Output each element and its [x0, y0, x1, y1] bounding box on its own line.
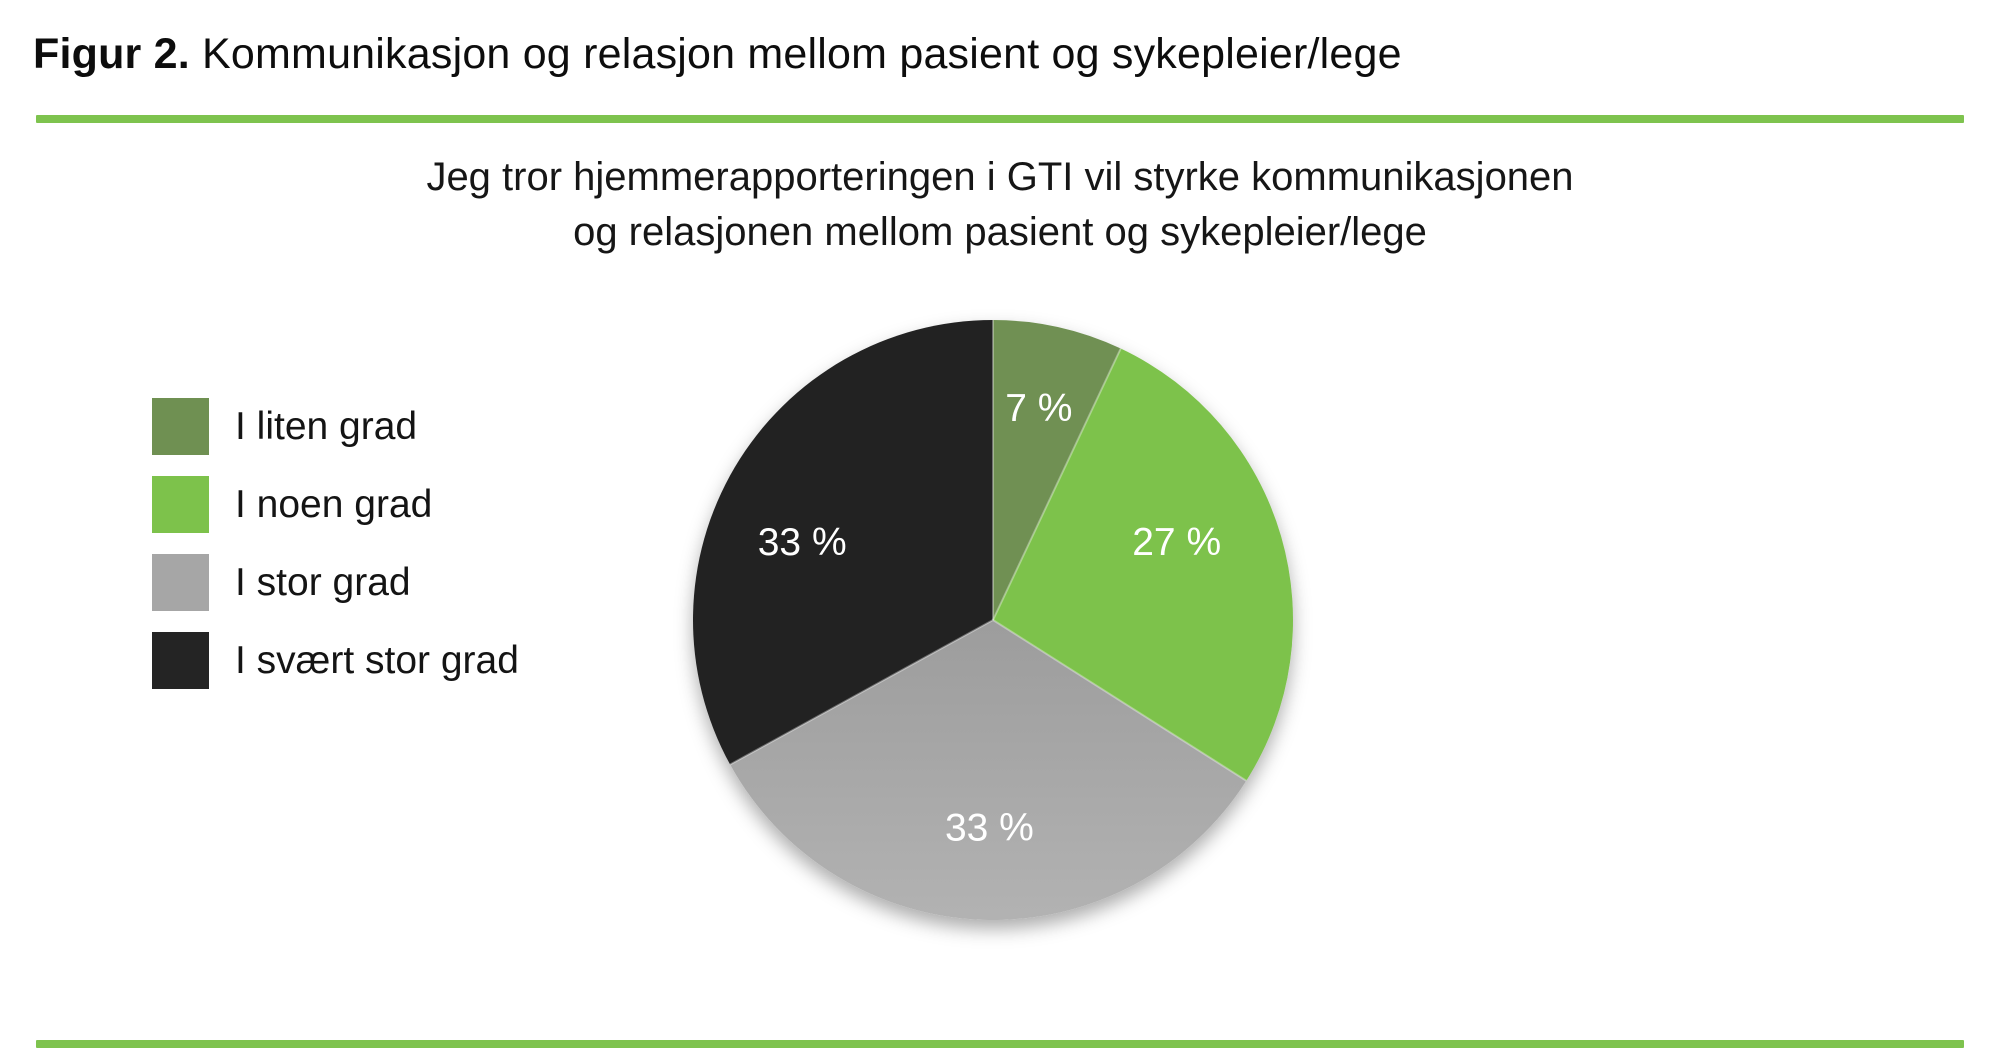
slice-separator [729, 619, 994, 766]
pie-slice-3 [730, 620, 1247, 921]
legend-swatch-icon [152, 476, 209, 533]
slice-data-label: 27 % [1132, 521, 1221, 564]
legend-swatch-icon [152, 398, 209, 455]
top-rule [36, 115, 1964, 123]
legend-item-1: I liten grad [152, 398, 519, 455]
legend-label: I svært stor grad [235, 638, 519, 682]
legend-swatch-icon [152, 554, 209, 611]
chart-title-line2: og relasjonen mellom pasient og sykeplei… [573, 210, 1427, 254]
pie-slice-2 [993, 348, 1294, 781]
legend-swatch-icon [152, 632, 209, 689]
pie-slice-4 [692, 320, 993, 765]
chart-title: Jeg tror hjemmerapporteringen i GTI vil … [0, 150, 2000, 260]
pie-slice-1 [993, 320, 1121, 620]
legend-label: I stor grad [235, 560, 411, 604]
slice-data-label: 33 % [945, 807, 1034, 850]
figure-title: Figur 2. Kommunikasjon og relasjon mello… [33, 30, 1402, 79]
figure-number-label: Figur 2. [33, 30, 190, 78]
chart-title-line1: Jeg tror hjemmerapporteringen i GTI vil … [426, 155, 1574, 199]
legend: I liten grad I noen grad I stor grad I svær… [152, 398, 519, 689]
legend-label: I noen grad [235, 482, 433, 526]
slice-data-label: 33 % [758, 521, 847, 564]
slice-separator [992, 619, 1247, 782]
bottom-rule [36, 1040, 1964, 1048]
legend-item-3: I stor grad [152, 554, 519, 611]
legend-item-2: I noen grad [152, 476, 519, 533]
legend-label: I liten grad [235, 404, 418, 448]
slice-separator [992, 348, 1122, 621]
slice-data-label: 7 % [1005, 387, 1072, 430]
figure-title-text: Kommunikasjon og relasjon mellom pasient… [189, 30, 1402, 78]
legend-item-4: I svært stor grad [152, 632, 519, 689]
